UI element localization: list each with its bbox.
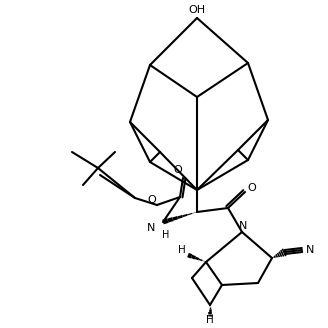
Text: N: N — [239, 221, 247, 231]
Text: N: N — [147, 223, 155, 233]
Text: O: O — [248, 183, 256, 193]
Text: N: N — [306, 245, 314, 255]
Text: H: H — [178, 245, 186, 255]
Text: H: H — [162, 230, 169, 240]
Text: O: O — [148, 195, 156, 205]
Text: OH: OH — [189, 5, 206, 15]
Text: O: O — [174, 165, 182, 175]
Text: H: H — [206, 315, 214, 325]
